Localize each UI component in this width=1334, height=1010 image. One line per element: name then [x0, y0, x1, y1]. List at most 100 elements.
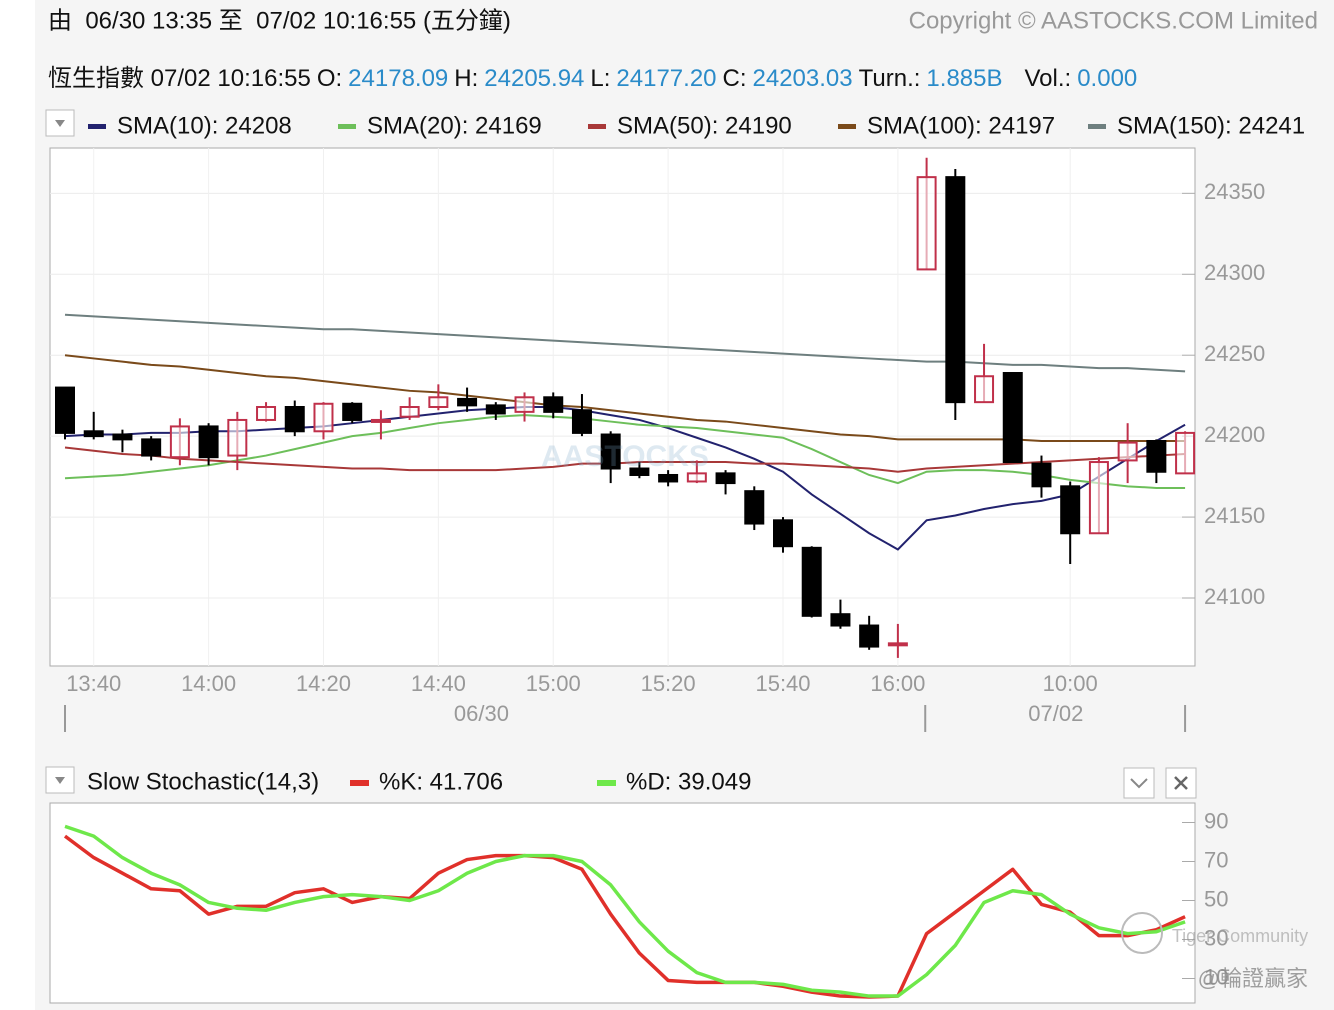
stoch-line [64, 824, 1186, 998]
candle-body [715, 472, 736, 485]
candle-body [370, 418, 391, 423]
candle-body [945, 176, 966, 404]
candle-body [1117, 441, 1138, 462]
y-tick-label: 24250 [1204, 341, 1265, 366]
x-tick-label: 16:00 [870, 671, 925, 696]
copyright: Copyright © AASTOCKS.COM Limited [909, 7, 1318, 34]
y-tick-label: 30 [1204, 925, 1228, 950]
quote-value: 24178.09 [348, 65, 448, 92]
close-icon [1174, 776, 1188, 790]
y-tick-label: 70 [1204, 847, 1228, 872]
candle-body [457, 397, 478, 407]
legend-label: SMA(20): 24169 [367, 112, 542, 139]
candle-body [141, 438, 162, 457]
quote-label: H: [454, 65, 478, 92]
sma-line [64, 446, 1186, 473]
chevron-icon [1130, 778, 1148, 789]
candle-body [1175, 431, 1196, 475]
y-tick-label: 50 [1204, 886, 1228, 911]
candle-body [543, 396, 564, 413]
close-button[interactable] [1165, 767, 1197, 799]
x-tick-label: 15:00 [526, 671, 581, 696]
date-label: 06/30 [454, 701, 509, 726]
main-plot-area [49, 147, 1196, 667]
candle-body [773, 519, 793, 548]
stoch-line [63, 834, 1186, 999]
candle-body [1002, 372, 1023, 464]
x-tick-label: 15:20 [641, 671, 696, 696]
y-tick-label: 24100 [1204, 584, 1265, 609]
x-tick-label: 14:20 [296, 671, 351, 696]
watermark: Tiger Community [1172, 926, 1308, 946]
candle-body [112, 433, 133, 441]
legend-label: %D: 39.049 [626, 768, 751, 795]
quote-label: Vol.: [1025, 65, 1072, 92]
watermark: AASTOCKS [541, 440, 709, 473]
dropdown-button[interactable] [45, 109, 75, 137]
candle-body [801, 546, 822, 617]
legend-swatch [597, 780, 616, 786]
dropdown-icon [55, 120, 65, 127]
x-tick-label: 13:40 [66, 671, 121, 696]
legend-swatch [338, 124, 356, 129]
candle-body [227, 418, 248, 457]
candle-body [1088, 461, 1109, 535]
y-tick-label: 90 [1204, 808, 1228, 833]
legend-swatch [838, 124, 856, 129]
y-tick-label: 24150 [1204, 503, 1265, 528]
y-tick-label: 24300 [1204, 260, 1265, 285]
quote-value: 0.000 [1077, 65, 1137, 92]
x-tick-label: 14:00 [181, 671, 236, 696]
legend-label: SMA(10): 24208 [117, 112, 292, 139]
candle-body [571, 409, 592, 434]
date-label: 07/02 [1028, 701, 1083, 726]
candle-body [342, 402, 363, 421]
candle-body [428, 396, 449, 409]
candle-body [830, 613, 851, 627]
candle-body [629, 467, 650, 476]
watermark: @輪證贏家 [1198, 966, 1308, 991]
watermark-logo [1121, 912, 1163, 954]
candle-body [600, 433, 621, 470]
candle-body [686, 472, 707, 483]
candle-body [1146, 439, 1167, 473]
legend-label: %K: 41.706 [379, 768, 503, 795]
candle-body [744, 490, 765, 525]
sma-line [64, 313, 1186, 373]
quote-label: Turn.: [859, 65, 921, 92]
legend-swatch [588, 124, 606, 129]
quote-value: 1.885B [926, 65, 1002, 92]
candle-body [313, 402, 334, 433]
legend-label: SMA(150): 24241 [1117, 112, 1305, 139]
legend-swatch [1088, 124, 1106, 129]
candle-body [169, 425, 190, 459]
sma-line [64, 414, 1186, 489]
candle-body [887, 642, 908, 647]
quote-label: O: [317, 65, 342, 92]
quote-value: 24177.20 [616, 65, 716, 92]
quote-name: 恆生指數 07/02 10:16:55 [48, 65, 311, 92]
legend-swatch [350, 780, 369, 786]
y-tick-label: 10 [1204, 964, 1228, 989]
candle-body [284, 406, 305, 433]
y-tick-label: 24200 [1204, 422, 1265, 447]
legend-swatch [88, 124, 106, 129]
dropdown-icon [55, 777, 65, 784]
x-tick-label: 14:40 [411, 671, 466, 696]
legend-label: SMA(50): 24190 [617, 112, 792, 139]
sma-line [64, 406, 1186, 551]
range-text: 由 06/30 13:35 至 07/02 10:16:55 (五分鐘) [48, 7, 511, 34]
candle-body [55, 386, 75, 434]
candle-body [1031, 462, 1052, 488]
candle-body [198, 425, 219, 459]
candle-body [83, 430, 104, 438]
candle-body [514, 396, 535, 413]
quote-value: 24203.03 [753, 65, 853, 92]
quote-value: 24205.94 [484, 65, 584, 92]
candle-body [256, 406, 277, 421]
x-tick-label: 15:40 [755, 671, 810, 696]
stoch-title: Slow Stochastic(14,3) [87, 768, 319, 795]
quote-line: 恆生指數 07/02 10:16:55 O: 24178.09 H: 24205.94 L… [48, 65, 1137, 92]
collapse-button[interactable] [1123, 767, 1155, 799]
